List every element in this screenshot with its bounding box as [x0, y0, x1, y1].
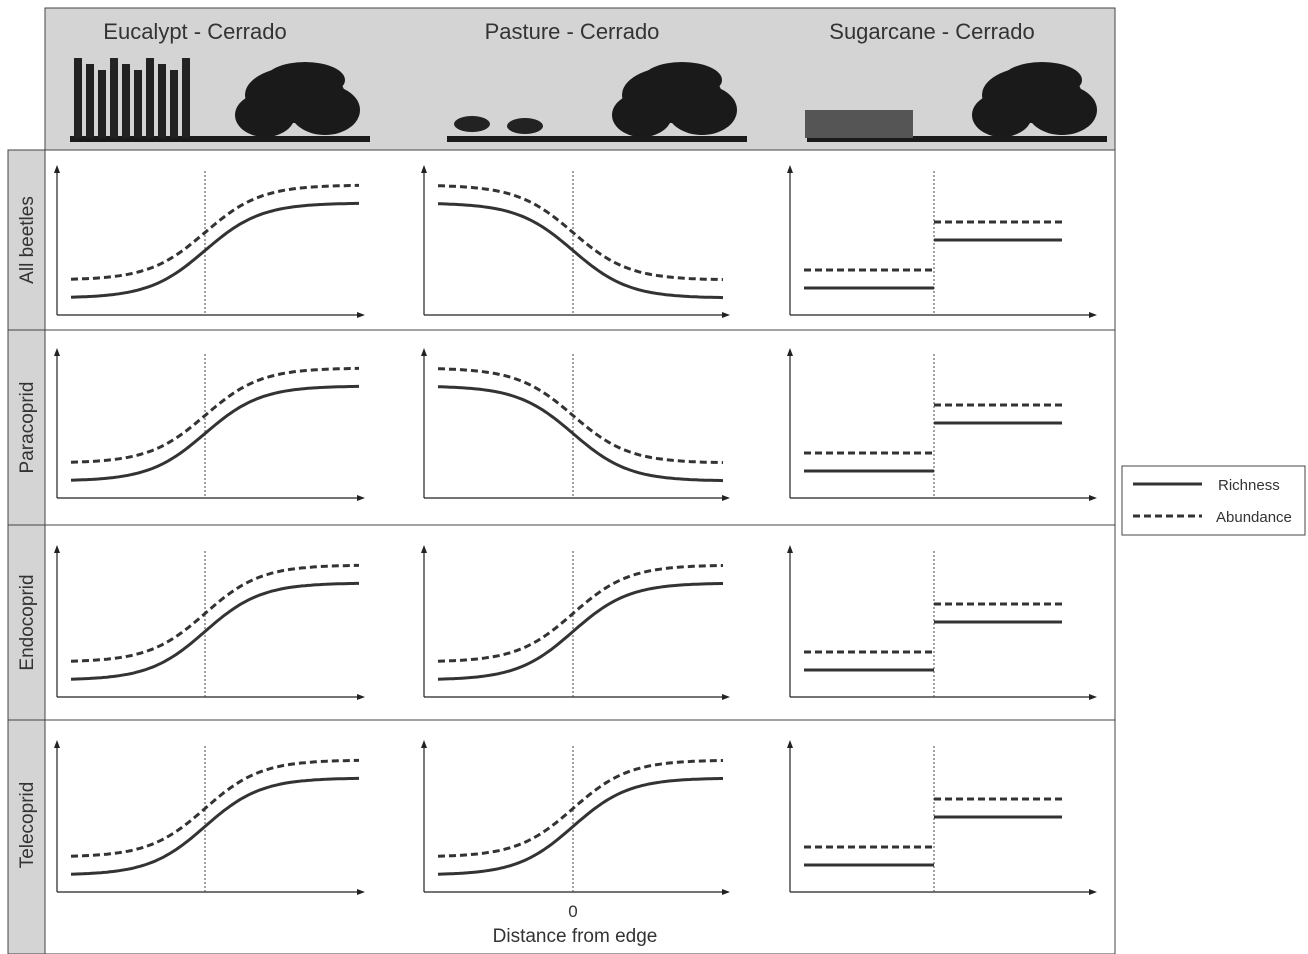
- legend-label: Abundance: [1216, 509, 1292, 526]
- legend: Richness Abundance: [1122, 466, 1305, 535]
- eucalypt: [146, 58, 154, 138]
- column-title: Pasture - Cerrado: [485, 19, 660, 44]
- tree-silhouette: [265, 62, 345, 98]
- sugarcane: [805, 110, 913, 138]
- row-label: All beetles: [17, 196, 38, 284]
- tree-silhouette: [642, 62, 722, 98]
- eucalypt: [122, 64, 130, 138]
- figure: Richness Abundance 0 Distance from edge …: [0, 0, 1308, 954]
- eucalypt: [182, 58, 190, 138]
- eucalypt: [98, 70, 106, 138]
- eucalypt: [74, 58, 82, 138]
- ground: [447, 136, 747, 142]
- cow: [507, 118, 543, 134]
- x-tick-label: 0: [568, 902, 577, 921]
- eucalypt: [158, 64, 166, 138]
- row-label: Telecoprid: [17, 782, 38, 869]
- column-title: Sugarcane - Cerrado: [829, 19, 1034, 44]
- eucalypt: [110, 58, 118, 138]
- tree-silhouette: [1002, 62, 1082, 98]
- cow: [454, 116, 490, 132]
- eucalypt: [170, 70, 178, 138]
- eucalypt: [134, 70, 142, 138]
- tree-silhouette: [612, 93, 672, 137]
- eucalypt: [86, 64, 94, 138]
- tree-silhouette: [235, 93, 295, 137]
- legend-label: Richness: [1218, 477, 1280, 494]
- column-title: Eucalypt - Cerrado: [103, 19, 286, 44]
- row-label: Paracoprid: [17, 382, 38, 474]
- tree-silhouette: [972, 93, 1032, 137]
- row-label: Endocoprid: [17, 574, 38, 670]
- x-axis-label: Distance from edge: [493, 926, 658, 947]
